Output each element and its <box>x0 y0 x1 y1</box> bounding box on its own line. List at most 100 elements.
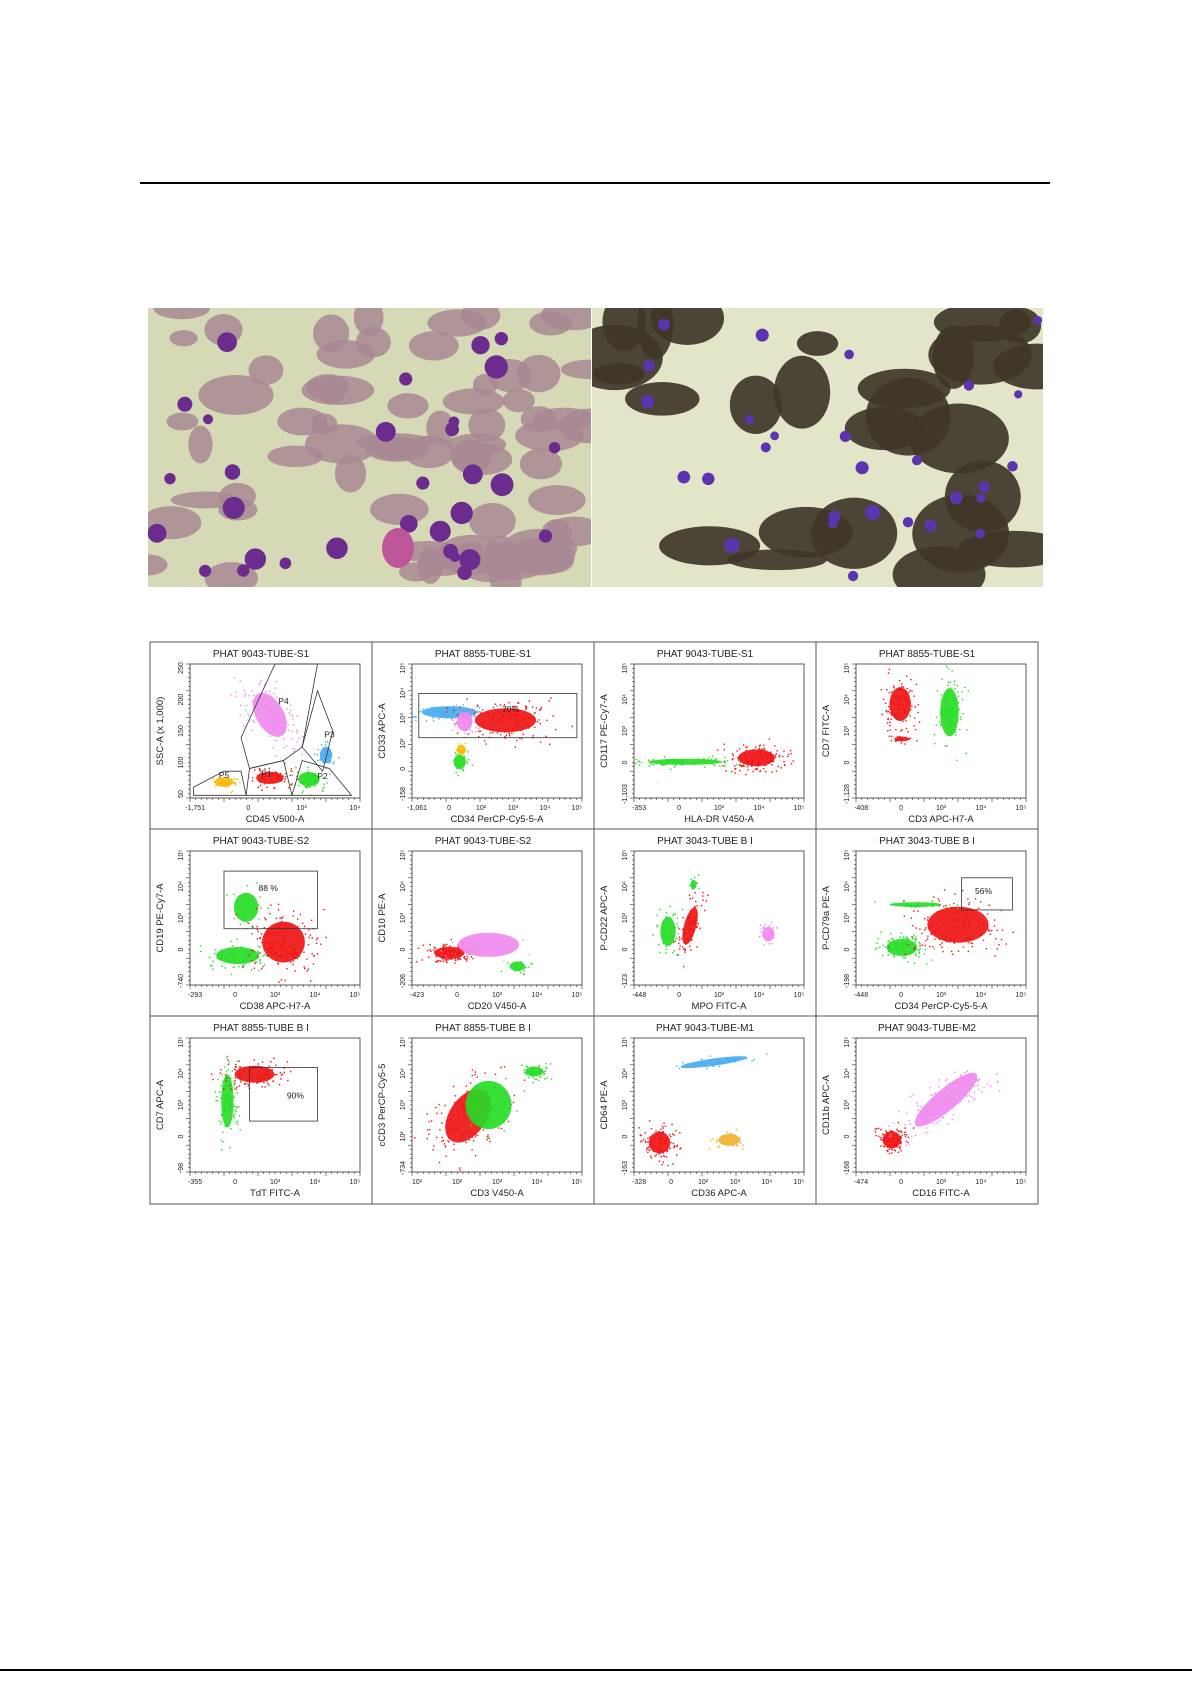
event-dot <box>292 951 294 953</box>
event-dot <box>275 708 277 711</box>
event-dot <box>700 1061 703 1063</box>
event-dot <box>218 954 221 956</box>
event-dot <box>635 758 638 761</box>
event-dot <box>905 904 907 906</box>
event-dot <box>889 950 891 953</box>
nucleated-cell <box>471 336 490 355</box>
event-dot <box>648 1120 651 1122</box>
event-dot <box>887 946 890 948</box>
x-axis-label: CD45 V500-A <box>246 814 305 825</box>
event-dot <box>270 947 273 950</box>
event-dot <box>734 1061 737 1063</box>
event-dot <box>503 1106 505 1108</box>
event-dot <box>454 758 456 761</box>
event-dot <box>693 930 695 932</box>
event-dot <box>678 942 680 944</box>
event-dot <box>213 781 215 783</box>
event-dot <box>243 965 245 967</box>
event-dot <box>447 716 449 718</box>
event-dot <box>429 944 431 946</box>
event-dot <box>938 1107 940 1109</box>
event-dot <box>218 1091 221 1093</box>
event-dot <box>275 772 278 774</box>
event-dot <box>462 716 465 718</box>
event-dot <box>277 962 279 964</box>
event-dot <box>693 885 695 887</box>
event-dot <box>471 1149 473 1151</box>
event-dot <box>724 1135 726 1137</box>
event-dot <box>290 770 292 772</box>
event-dot <box>257 774 259 777</box>
event-dot <box>892 1137 895 1140</box>
event-dot <box>284 926 287 929</box>
gate-rect <box>223 870 318 930</box>
event-dot <box>236 1123 239 1125</box>
event-dot <box>946 665 948 668</box>
event-dot <box>955 711 957 713</box>
event-dot <box>284 979 286 982</box>
event-dot <box>522 716 525 718</box>
event-dot <box>233 782 235 785</box>
event-dot <box>262 1071 265 1073</box>
event-dot <box>452 950 454 952</box>
y-tick-label: -168 <box>844 1161 851 1175</box>
event-dot <box>770 933 773 935</box>
event-dot <box>761 758 763 761</box>
event-dot <box>259 958 261 961</box>
panel-title: PHAT 9043-TUBE-M2 <box>878 1023 976 1034</box>
event-dot <box>912 943 914 945</box>
event-dot <box>996 948 999 950</box>
stained-cell <box>1014 390 1023 399</box>
event-dot <box>938 927 940 929</box>
event-dot <box>535 1078 538 1080</box>
event-dot <box>680 1147 682 1149</box>
event-dot <box>909 737 912 739</box>
event-dot <box>899 703 902 705</box>
event-dot <box>714 759 716 761</box>
event-dot <box>231 1104 233 1107</box>
event-dot <box>918 952 920 954</box>
event-dot <box>499 722 501 724</box>
event-dot <box>258 951 260 954</box>
cluster-core <box>914 1072 978 1127</box>
red-cell-mass <box>355 326 391 358</box>
event-dot <box>225 1084 227 1086</box>
gate-label: P3 <box>324 730 335 740</box>
event-dot <box>429 949 431 951</box>
event-dot <box>947 667 950 670</box>
x-tick-label: 0 <box>899 1179 903 1186</box>
event-dot <box>297 931 299 933</box>
event-dot <box>234 1109 236 1111</box>
event-dot <box>261 776 263 779</box>
gate-polygon <box>291 759 353 796</box>
event-dot <box>498 711 500 714</box>
event-dot <box>924 948 927 951</box>
event-dot <box>941 933 943 936</box>
event-dot <box>890 739 893 742</box>
event-dot <box>497 710 499 712</box>
event-dot <box>900 1141 902 1143</box>
event-dot <box>456 959 459 961</box>
event-dot <box>456 1121 458 1124</box>
event-dot <box>968 926 971 928</box>
event-dot <box>888 1140 890 1143</box>
event-dot <box>673 950 675 952</box>
event-dot <box>434 947 436 950</box>
event-dot <box>655 763 658 765</box>
event-dot <box>268 932 271 935</box>
event-dot <box>498 1100 501 1102</box>
event-dot <box>682 761 684 763</box>
event-dot <box>949 719 952 722</box>
event-dot <box>482 733 484 736</box>
event-dot <box>888 1125 890 1127</box>
event-dot <box>912 1093 915 1096</box>
x-tick-label: 10⁵ <box>350 992 361 999</box>
event-dot <box>296 954 299 956</box>
event-dot <box>465 958 467 961</box>
event-dot <box>892 1122 895 1124</box>
event-dot <box>473 713 475 716</box>
event-dot <box>247 712 249 715</box>
event-dot <box>674 913 677 915</box>
event-dot <box>494 1073 497 1076</box>
event-dot <box>228 1079 231 1082</box>
